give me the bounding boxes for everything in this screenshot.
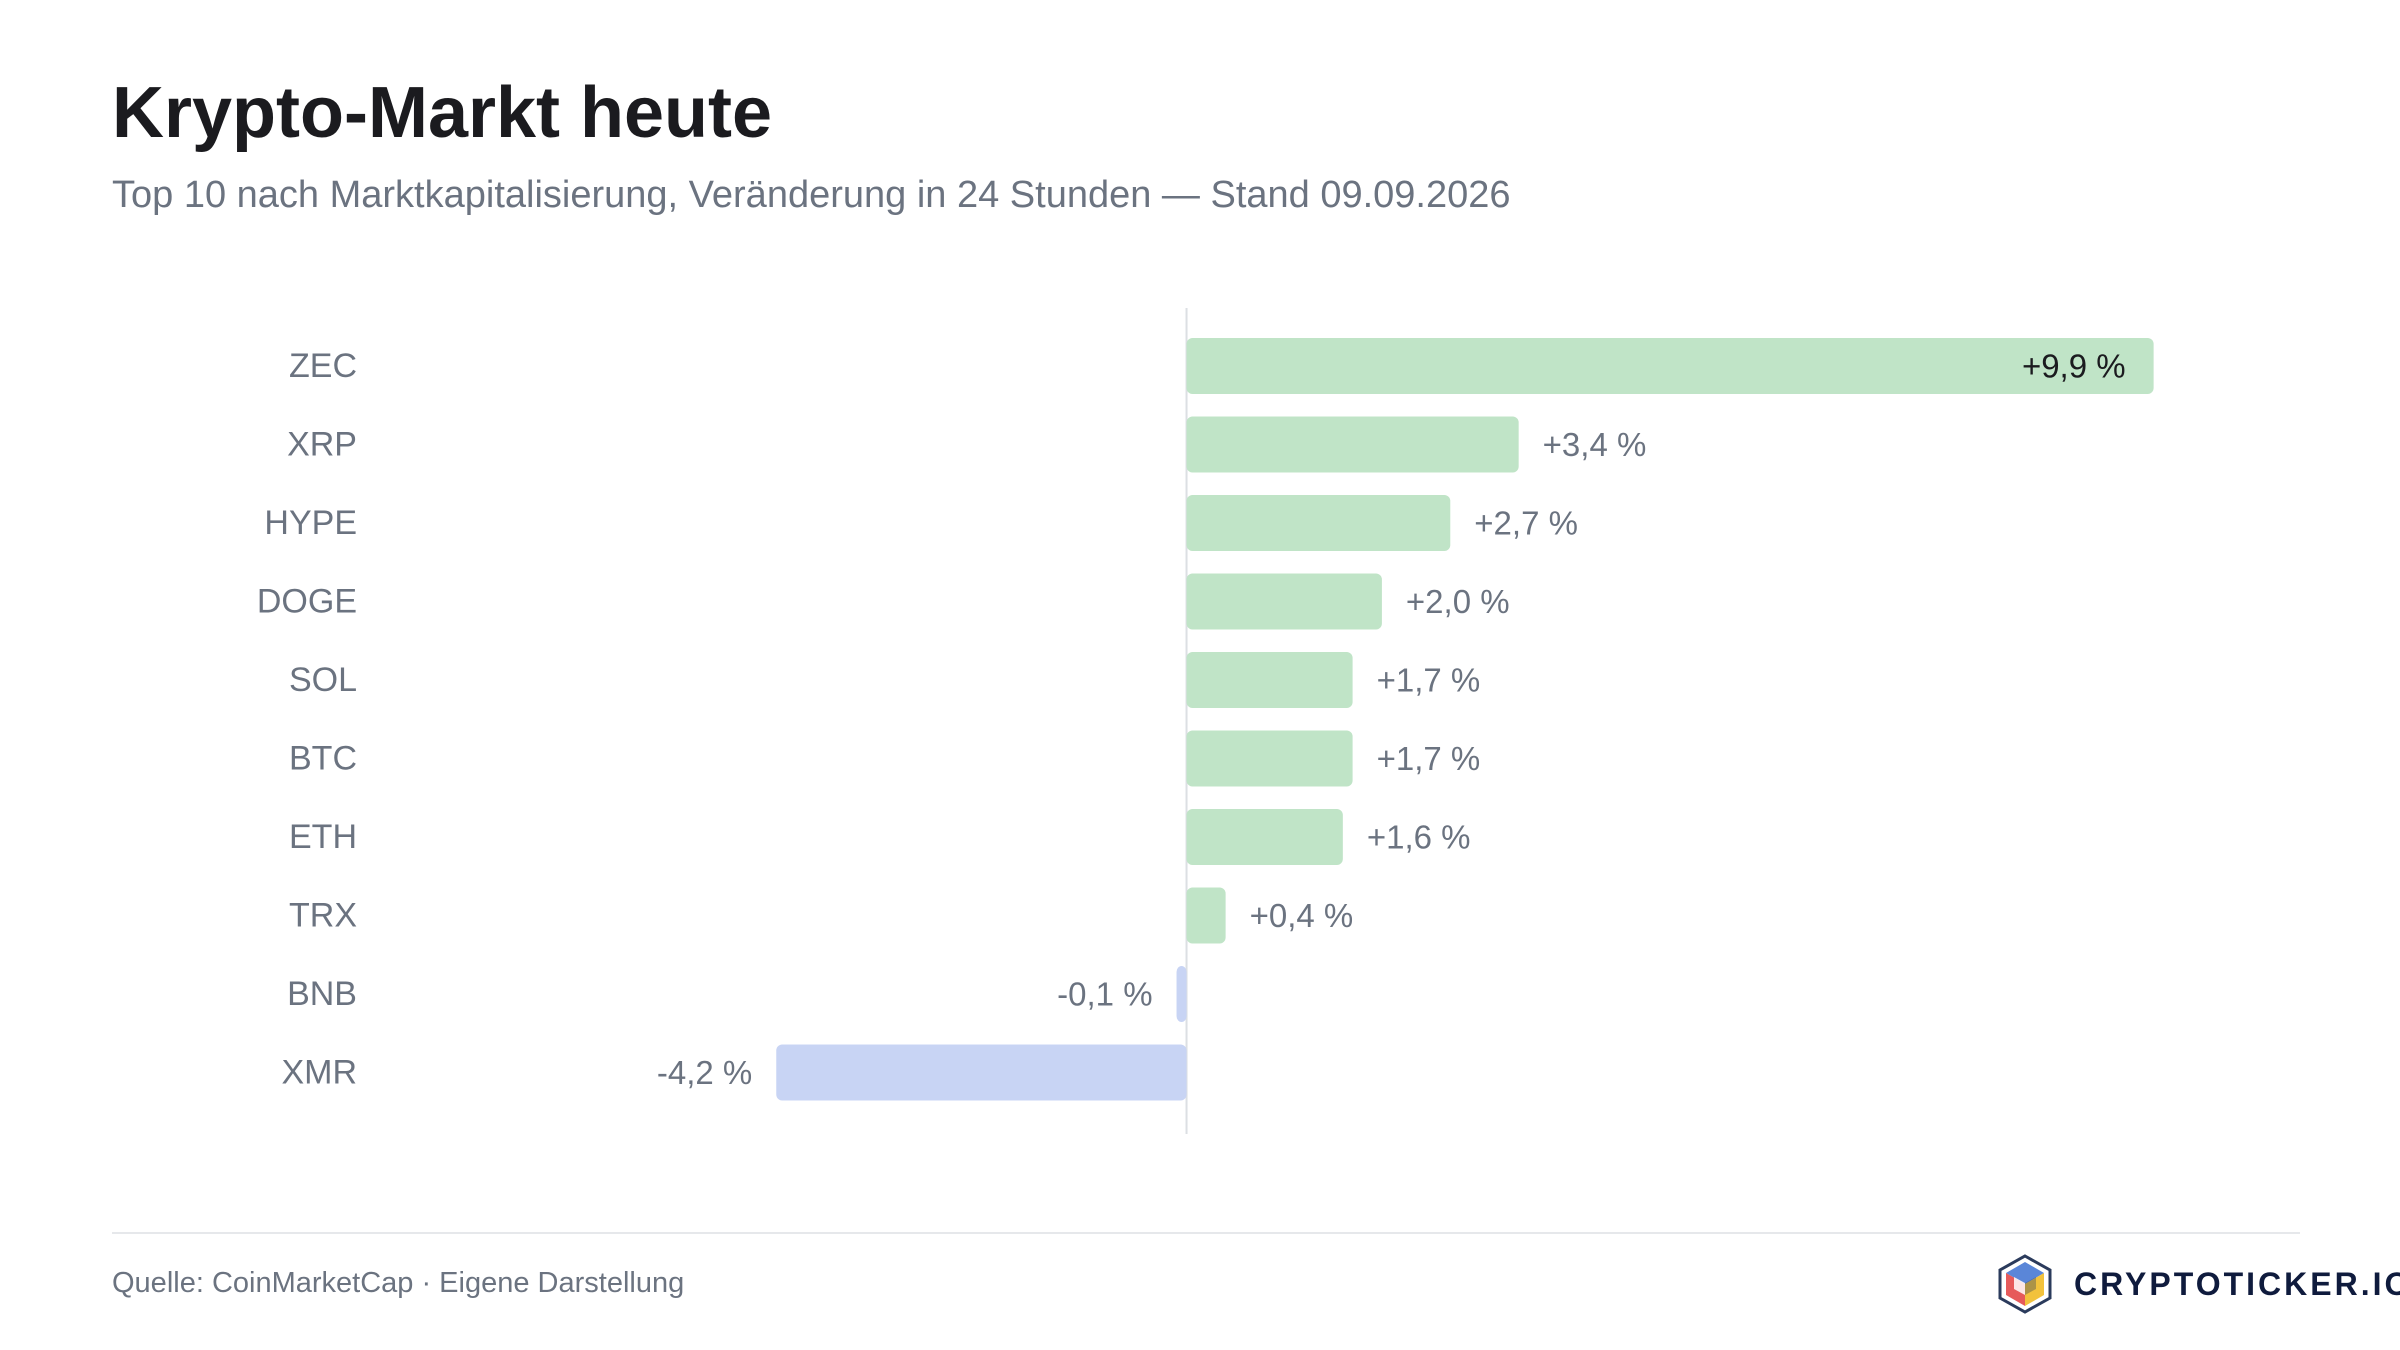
value-label: -0,1 %	[1057, 976, 1152, 1013]
bar	[1186, 338, 2154, 394]
bar	[1186, 887, 1226, 944]
category-label: BNB	[287, 975, 357, 1013]
value-label: +1,7 %	[1377, 662, 1481, 699]
category-label: XMR	[281, 1054, 357, 1092]
chart-title: Krypto-Markt heute	[112, 73, 773, 153]
value-label: +0,4 %	[1250, 897, 1354, 934]
bar	[776, 1044, 1187, 1101]
bar	[1186, 573, 1382, 630]
value-label: +2,7 %	[1474, 505, 1578, 542]
value-label: +3,4 %	[1543, 426, 1647, 463]
brand[interactable]: CRYPTOTICKER.IO	[1994, 1250, 2400, 1318]
category-label: ETH	[289, 818, 357, 856]
chart-subtitle: Top 10 nach Marktkapitalisierung, Veränd…	[112, 174, 1511, 216]
cube-logo-icon	[1998, 1254, 2052, 1314]
category-label: SOL	[289, 661, 357, 699]
brand-name: CRYPTOTICKER.IO	[2074, 1265, 2400, 1302]
bar	[1176, 966, 1187, 1022]
bar	[1186, 652, 1353, 708]
bar	[1186, 809, 1343, 865]
category-label: XRP	[287, 426, 357, 464]
value-label: +1,6 %	[1367, 819, 1471, 856]
footer-source: Quelle: CoinMarketCap · Eigene Darstellu…	[112, 1267, 685, 1299]
category-label: DOGE	[257, 583, 357, 621]
bar	[1186, 416, 1519, 473]
value-label: +2,0 %	[1406, 583, 1510, 620]
value-label: +9,9 %	[2022, 348, 2126, 385]
value-label: -4,2 %	[657, 1054, 752, 1091]
category-label: HYPE	[264, 504, 357, 542]
category-label: ZEC	[289, 347, 357, 385]
bar	[1186, 730, 1353, 787]
footer-divider	[112, 1232, 2300, 1234]
category-label: BTC	[289, 740, 357, 778]
value-label: +1,7 %	[1377, 740, 1481, 777]
category-label: TRX	[289, 897, 357, 935]
bar	[1186, 495, 1451, 551]
